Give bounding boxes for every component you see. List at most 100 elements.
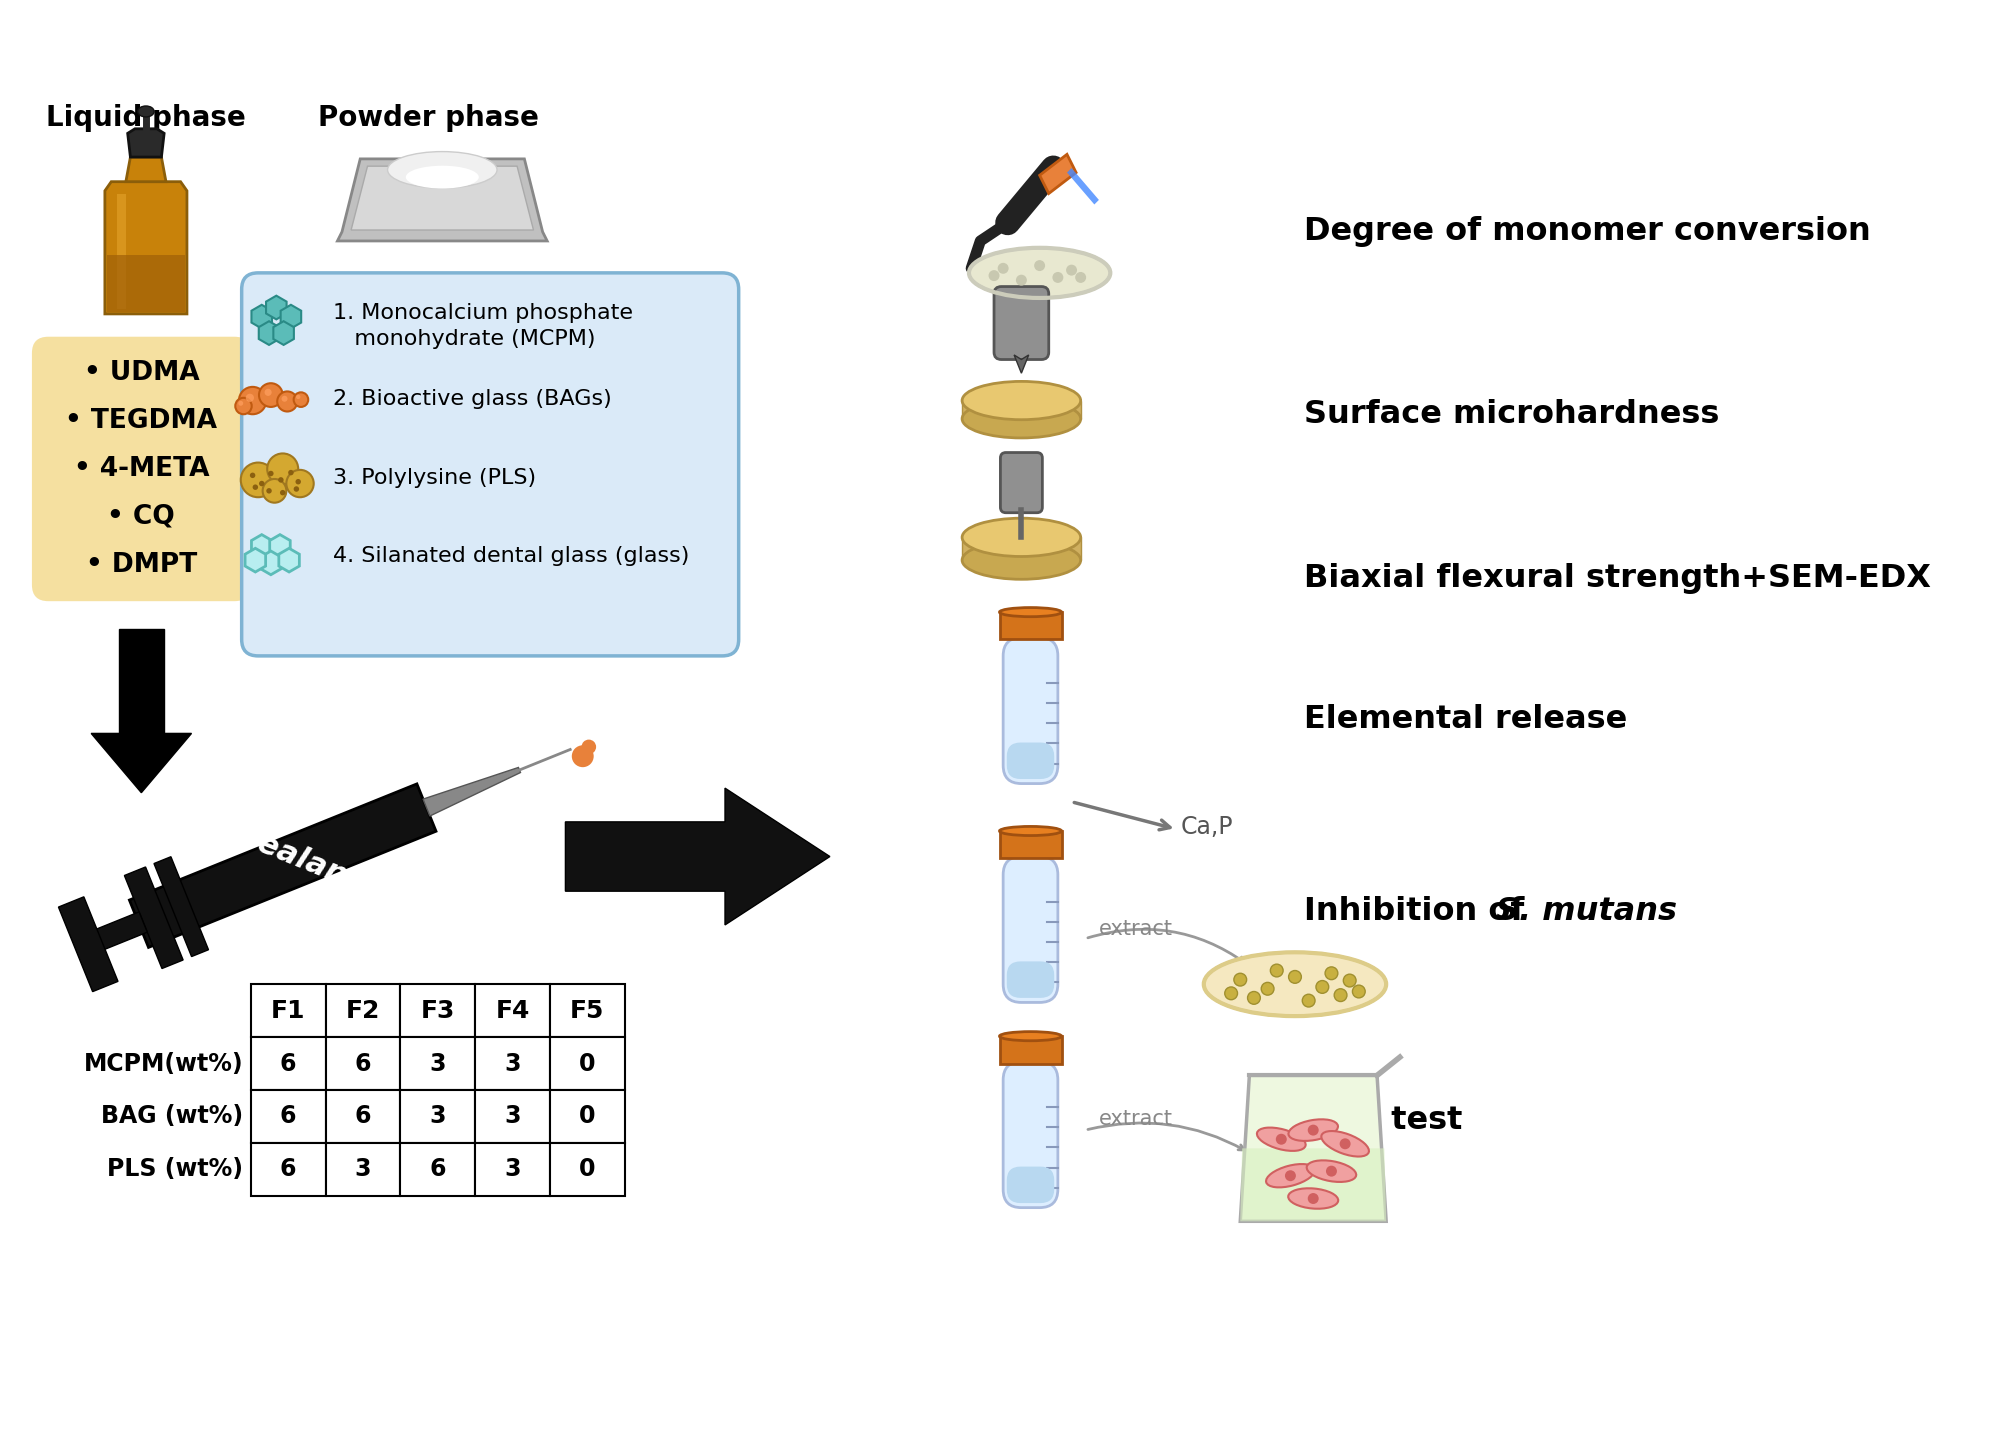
Circle shape [279, 478, 283, 483]
Bar [550, 1037, 624, 1090]
Bar [251, 1143, 325, 1196]
Circle shape [1333, 989, 1347, 1001]
Text: MCPM(wt%): MCPM(wt%) [84, 1051, 243, 1076]
Polygon shape [90, 733, 191, 793]
Text: 0: 0 [578, 1157, 596, 1182]
Circle shape [1284, 1170, 1295, 1182]
Bar [550, 1143, 624, 1196]
Circle shape [1307, 1124, 1319, 1136]
Circle shape [1315, 981, 1329, 994]
Ellipse shape [999, 1031, 1062, 1041]
Text: 0: 0 [578, 1104, 596, 1129]
Polygon shape [128, 129, 165, 158]
FancyBboxPatch shape [1004, 638, 1058, 783]
Circle shape [253, 485, 259, 490]
Circle shape [1339, 1139, 1351, 1149]
Bar [999, 830, 1062, 859]
Bar [961, 538, 1080, 561]
Ellipse shape [1256, 1127, 1305, 1152]
Circle shape [267, 453, 299, 485]
Text: F2: F2 [345, 998, 379, 1022]
Circle shape [281, 396, 287, 402]
Polygon shape [126, 158, 167, 182]
FancyBboxPatch shape [1006, 743, 1054, 779]
Bar [399, 1090, 476, 1143]
Text: 3: 3 [504, 1157, 520, 1182]
Text: 1. Monocalcium phosphate
   monohydrate (MCPM): 1. Monocalcium phosphate monohydrate (MC… [333, 303, 632, 348]
Text: BAG (wt%): BAG (wt%) [100, 1104, 243, 1129]
Circle shape [1034, 260, 1044, 271]
Text: PLS (wt%): PLS (wt%) [108, 1157, 243, 1182]
Ellipse shape [1307, 1160, 1355, 1182]
Text: 3: 3 [504, 1051, 520, 1076]
Polygon shape [1240, 1076, 1385, 1222]
FancyBboxPatch shape [241, 272, 739, 655]
Bar [961, 400, 1080, 419]
Polygon shape [273, 321, 293, 346]
Circle shape [287, 470, 313, 498]
Ellipse shape [999, 608, 1062, 617]
Circle shape [572, 746, 594, 767]
Text: Ca,P: Ca,P [1180, 816, 1232, 839]
FancyBboxPatch shape [1006, 961, 1054, 998]
Text: extract: extract [1098, 919, 1172, 939]
Text: • UDMA
• TEGDMA
• 4-META
• CQ
• DMPT: • UDMA • TEGDMA • 4-META • CQ • DMPT [66, 360, 217, 578]
Polygon shape [279, 548, 299, 572]
Circle shape [1246, 991, 1260, 1004]
Circle shape [249, 473, 255, 478]
Circle shape [259, 480, 265, 486]
Text: Inhibition of: Inhibition of [1303, 896, 1535, 926]
Bar [550, 984, 624, 1037]
Circle shape [1016, 275, 1026, 285]
Circle shape [295, 394, 301, 399]
Polygon shape [259, 321, 279, 346]
Polygon shape [1240, 1149, 1385, 1222]
Text: 6: 6 [355, 1104, 371, 1129]
Circle shape [265, 389, 271, 396]
Circle shape [241, 463, 275, 498]
Bar [476, 1037, 550, 1090]
Circle shape [239, 402, 243, 406]
Polygon shape [281, 305, 301, 328]
Bar [399, 1037, 476, 1090]
Polygon shape [124, 868, 183, 968]
Circle shape [295, 479, 301, 485]
Circle shape [1066, 265, 1076, 275]
Text: 6: 6 [279, 1051, 297, 1076]
Polygon shape [251, 305, 271, 328]
Bar [476, 1143, 550, 1196]
Circle shape [239, 387, 267, 414]
Polygon shape [265, 295, 287, 320]
Text: 3: 3 [355, 1157, 371, 1182]
Ellipse shape [969, 248, 1110, 298]
Ellipse shape [961, 518, 1080, 556]
FancyBboxPatch shape [1006, 1167, 1054, 1203]
Ellipse shape [999, 826, 1062, 836]
Polygon shape [84, 912, 147, 955]
Text: 6: 6 [279, 1104, 297, 1129]
Polygon shape [337, 159, 546, 241]
Ellipse shape [961, 400, 1080, 437]
Text: 3: 3 [429, 1104, 446, 1129]
Bar [251, 984, 325, 1037]
Bar [325, 1037, 399, 1090]
Polygon shape [1040, 155, 1076, 194]
Circle shape [1270, 964, 1282, 977]
Circle shape [1074, 272, 1086, 282]
Text: 6: 6 [429, 1157, 446, 1182]
Circle shape [1307, 1193, 1319, 1205]
FancyBboxPatch shape [1004, 856, 1058, 1002]
Text: extract: extract [1098, 1108, 1172, 1129]
Text: F3: F3 [419, 998, 456, 1022]
Polygon shape [104, 182, 187, 314]
FancyBboxPatch shape [999, 453, 1042, 513]
Bar [325, 1143, 399, 1196]
Circle shape [293, 486, 299, 492]
Bar [999, 1037, 1062, 1064]
Circle shape [1224, 987, 1236, 999]
Polygon shape [155, 856, 209, 956]
Circle shape [1303, 994, 1315, 1007]
Circle shape [259, 383, 283, 407]
FancyBboxPatch shape [993, 287, 1048, 360]
Text: Powder phase: Powder phase [317, 105, 538, 132]
